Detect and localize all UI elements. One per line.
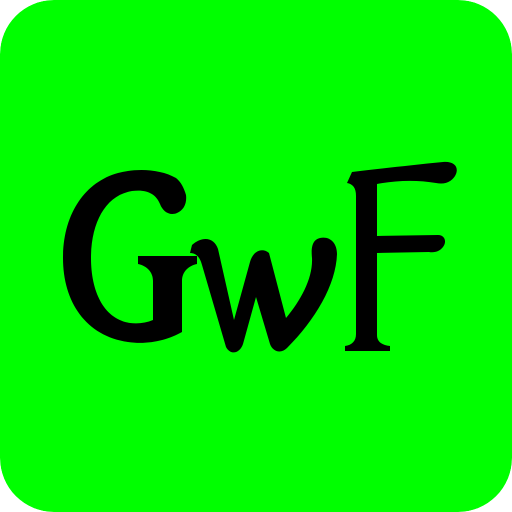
letter-f-shape (345, 161, 457, 351)
gwf-monogram (63, 161, 457, 353)
letter-w-shape (190, 237, 337, 353)
letter-g-shape (63, 170, 197, 343)
